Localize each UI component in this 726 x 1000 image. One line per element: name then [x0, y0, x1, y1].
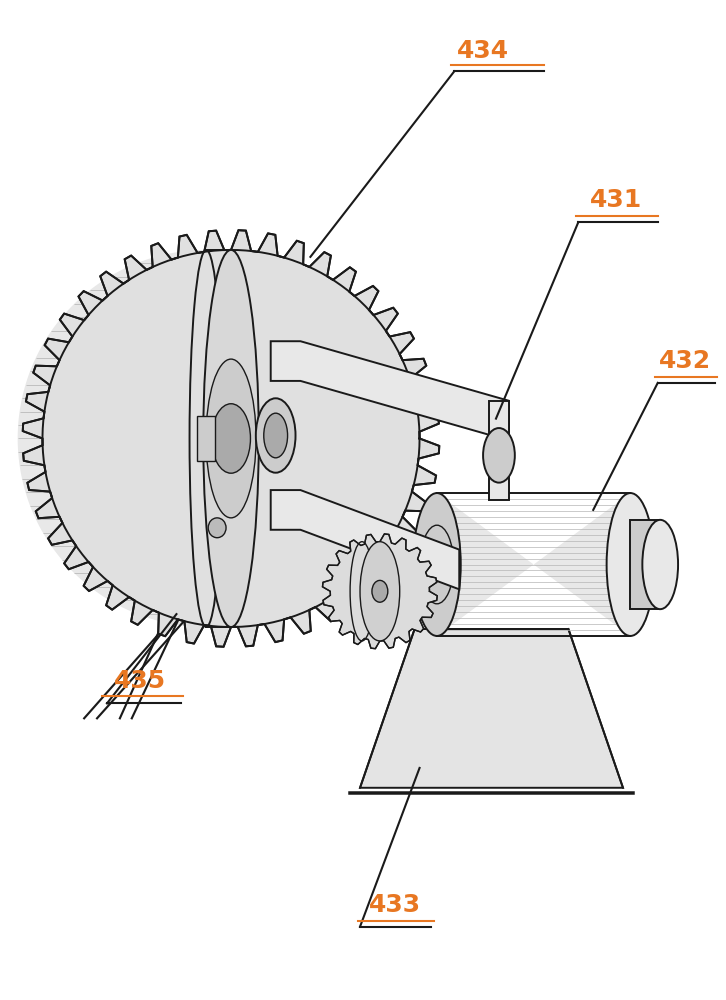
Ellipse shape [203, 250, 258, 627]
Ellipse shape [413, 493, 461, 636]
Ellipse shape [372, 580, 388, 602]
Text: 433: 433 [369, 893, 421, 917]
Text: 435: 435 [114, 669, 166, 693]
Polygon shape [489, 401, 509, 500]
Polygon shape [23, 230, 439, 647]
FancyBboxPatch shape [197, 416, 215, 461]
Polygon shape [271, 341, 509, 440]
Text: 431: 431 [590, 188, 643, 212]
Ellipse shape [206, 359, 256, 518]
Ellipse shape [256, 398, 295, 473]
Ellipse shape [420, 525, 454, 604]
Ellipse shape [208, 518, 226, 538]
Ellipse shape [360, 542, 400, 641]
Polygon shape [360, 629, 623, 788]
Ellipse shape [483, 428, 515, 483]
Ellipse shape [211, 404, 250, 473]
Text: 434: 434 [457, 39, 509, 63]
Ellipse shape [264, 413, 287, 458]
Text: 432: 432 [658, 349, 711, 373]
Polygon shape [630, 520, 660, 609]
Ellipse shape [643, 520, 678, 609]
Polygon shape [271, 490, 460, 589]
Polygon shape [17, 250, 420, 627]
Polygon shape [322, 534, 437, 649]
Ellipse shape [607, 493, 654, 636]
Polygon shape [413, 493, 654, 636]
